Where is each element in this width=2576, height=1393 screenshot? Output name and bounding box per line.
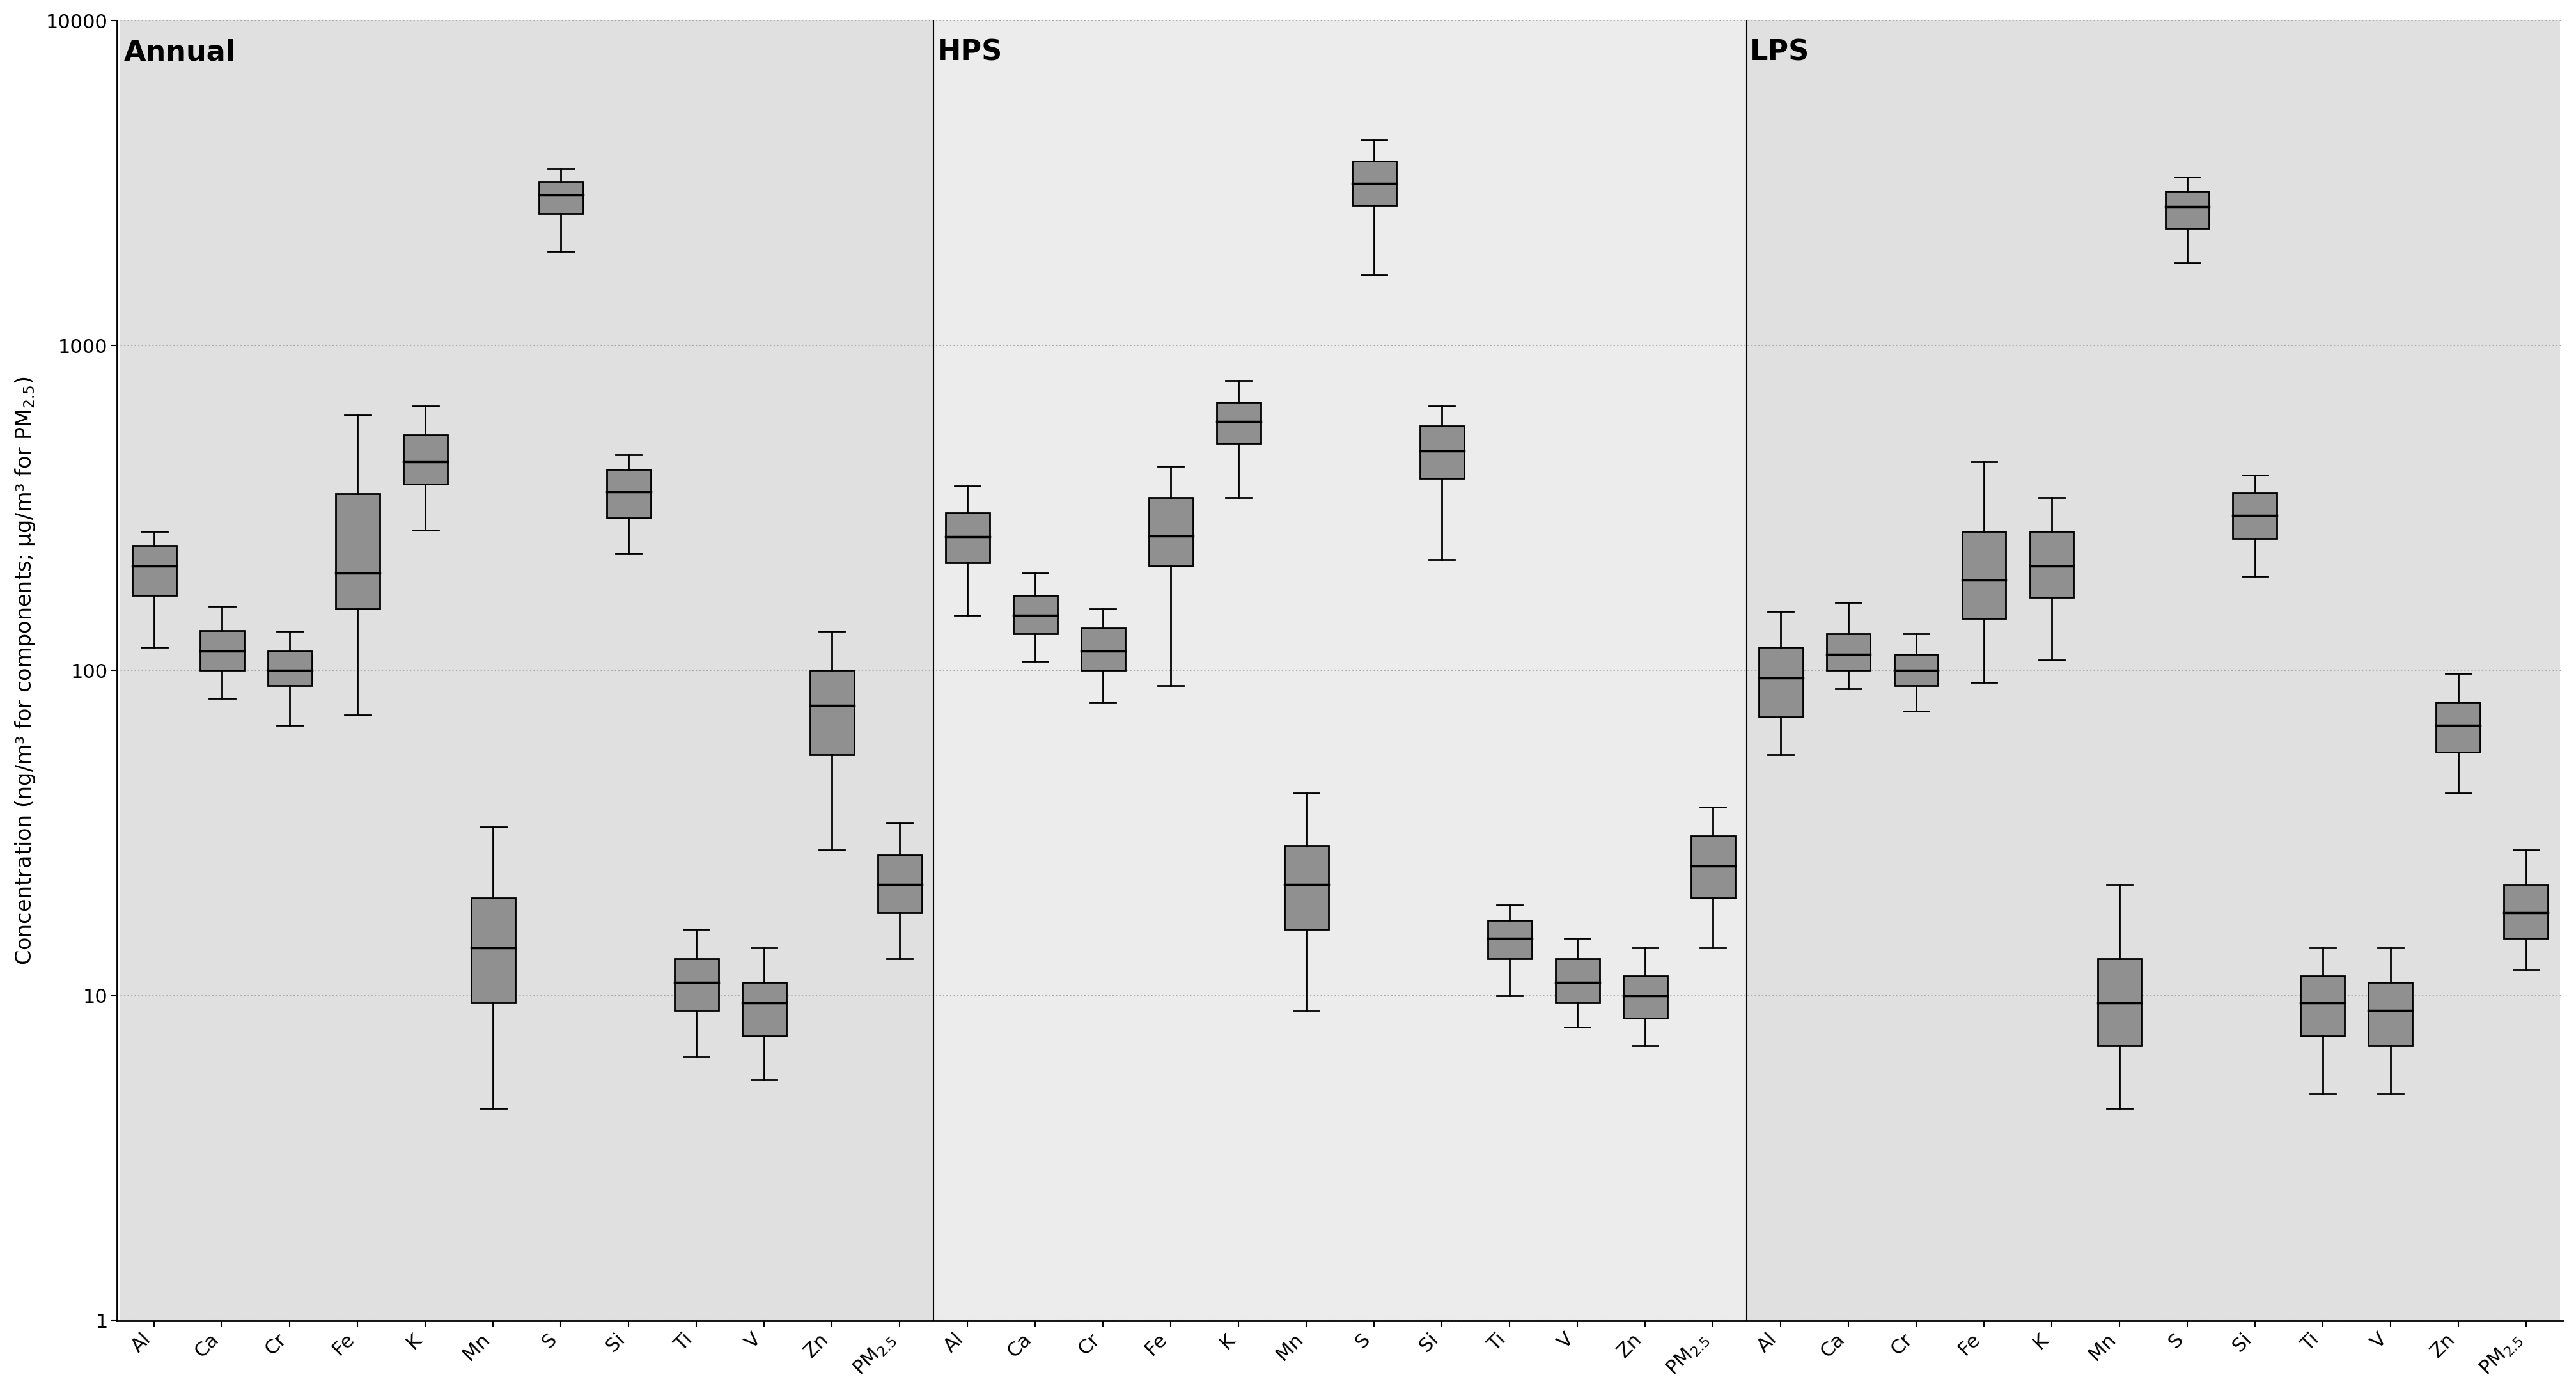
Bar xyxy=(2233,493,2277,539)
Bar xyxy=(1216,403,1260,443)
Bar xyxy=(268,651,312,685)
Bar xyxy=(1283,846,1329,929)
Bar xyxy=(2437,702,2481,752)
Bar xyxy=(675,958,719,1010)
Bar xyxy=(1149,497,1193,566)
Bar xyxy=(1690,836,1734,897)
Bar xyxy=(121,21,933,1321)
Bar xyxy=(131,546,175,596)
Bar xyxy=(605,469,652,518)
Bar xyxy=(335,493,379,609)
Y-axis label: Concentration (ng/m³ for components; μg/m³ for PM$_{2.5}$): Concentration (ng/m³ for components; μg/… xyxy=(13,376,36,965)
Text: LPS: LPS xyxy=(1749,39,1808,65)
Text: Annual: Annual xyxy=(124,39,237,65)
Bar xyxy=(1826,634,1870,670)
Bar xyxy=(1623,976,1667,1018)
Bar xyxy=(2367,982,2411,1046)
Bar xyxy=(1486,921,1530,958)
Bar xyxy=(1893,655,1937,685)
Bar xyxy=(1759,648,1803,717)
Text: HPS: HPS xyxy=(938,39,1002,65)
Bar xyxy=(933,21,1747,1321)
Bar xyxy=(471,897,515,1003)
Bar xyxy=(201,631,245,670)
Bar xyxy=(1556,958,1600,1003)
Bar xyxy=(404,435,448,483)
Bar xyxy=(1082,628,1126,670)
Bar xyxy=(2164,191,2208,228)
Bar xyxy=(878,855,922,912)
Bar xyxy=(1419,426,1463,479)
Bar xyxy=(742,982,786,1036)
Bar xyxy=(1352,162,1396,205)
Bar xyxy=(2030,532,2074,598)
Bar xyxy=(809,670,853,755)
Bar xyxy=(945,513,989,563)
Bar xyxy=(2097,958,2141,1046)
Bar xyxy=(2504,885,2548,939)
Bar xyxy=(1960,532,2007,618)
Bar xyxy=(2300,976,2344,1036)
Bar xyxy=(1747,21,2561,1321)
Bar xyxy=(538,181,582,213)
Bar xyxy=(1012,596,1056,634)
